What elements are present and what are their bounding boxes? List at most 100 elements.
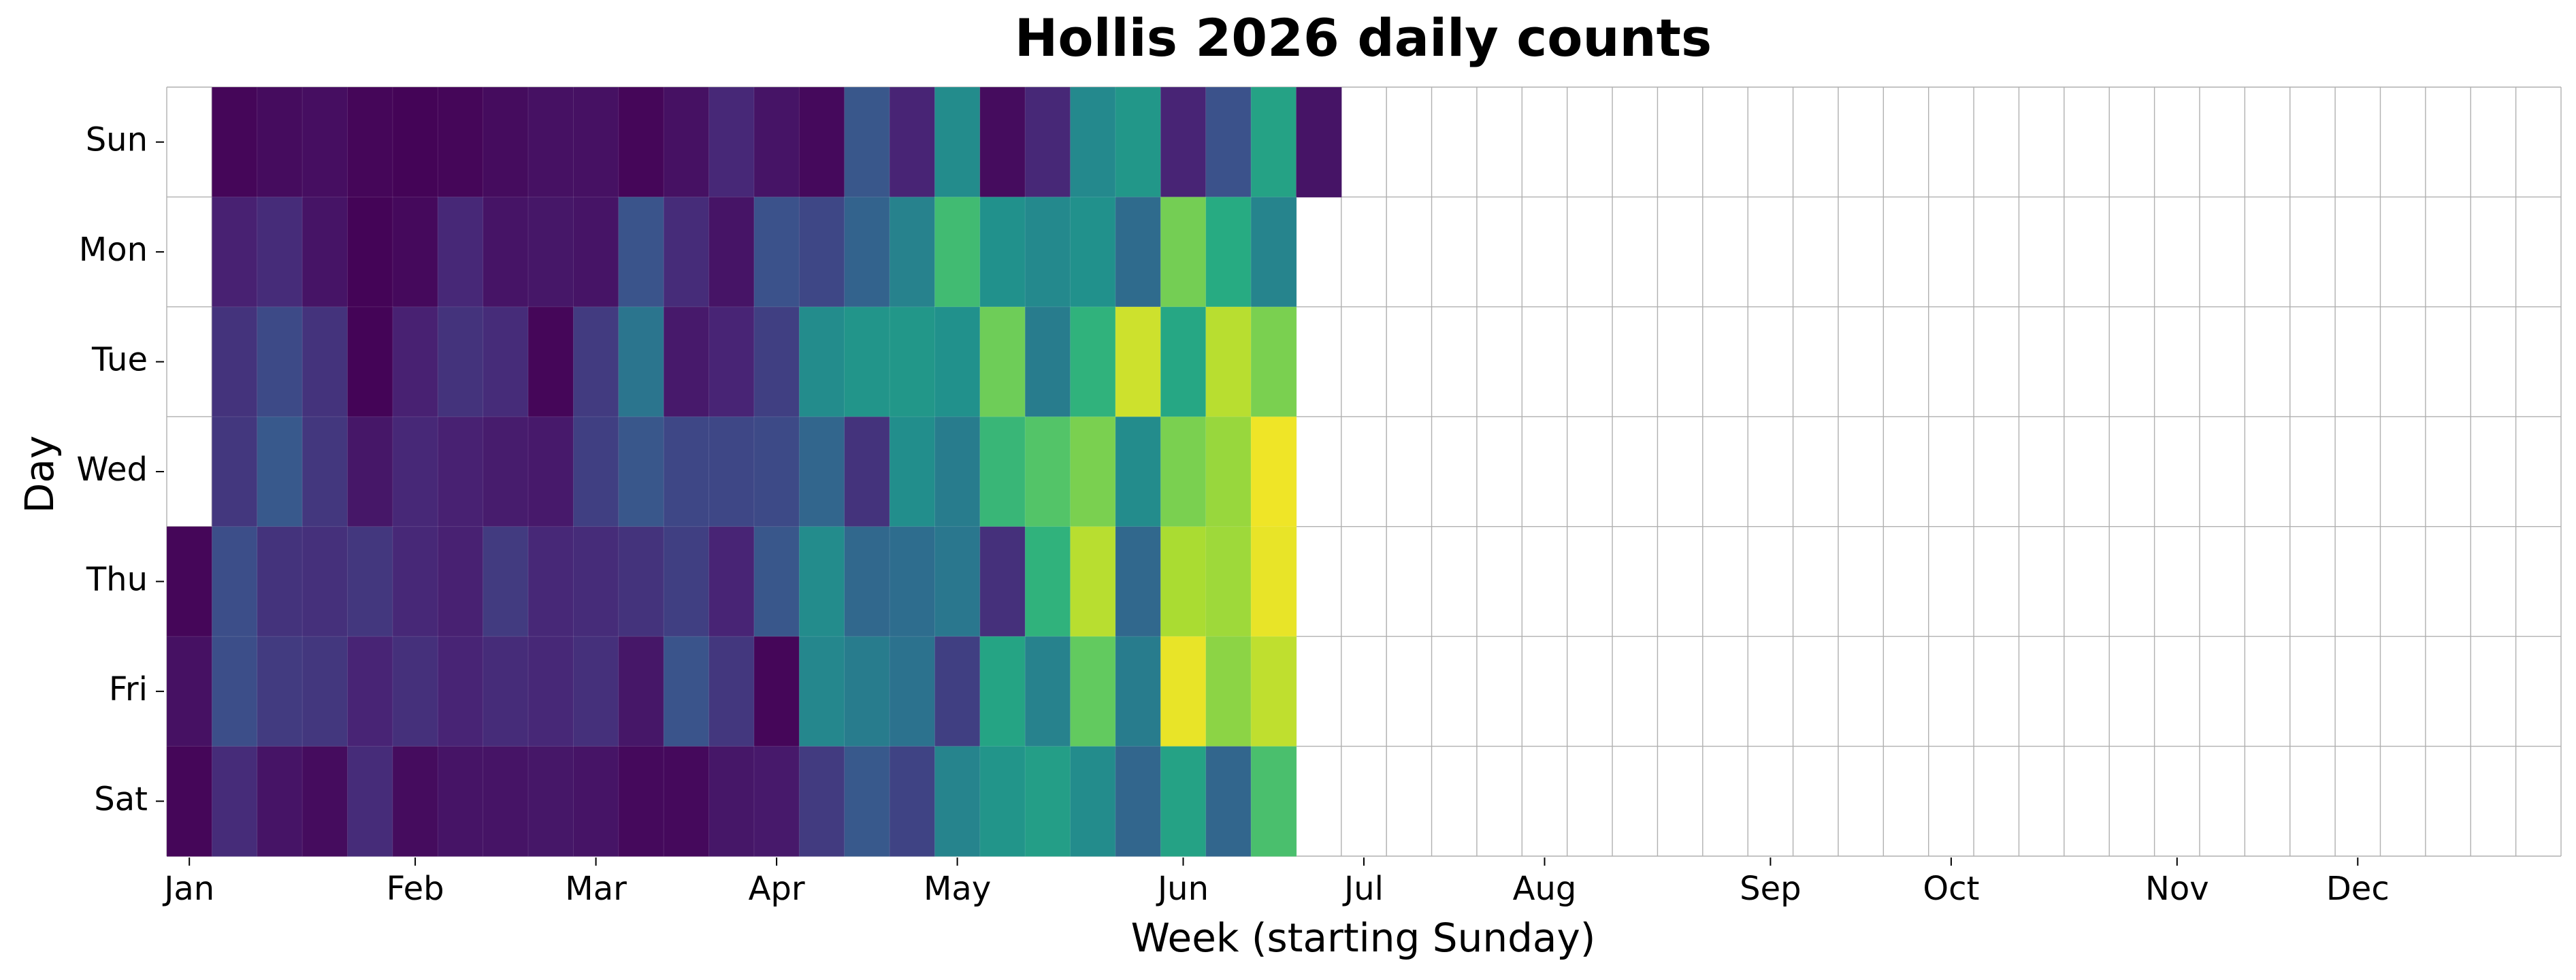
heatmap-cell	[211, 526, 258, 638]
heatmap-cell	[753, 416, 800, 527]
heatmap-cell	[483, 306, 529, 418]
chart-title: Hollis 2026 daily counts	[1015, 7, 1712, 68]
heatmap-cell	[483, 197, 529, 308]
heatmap-cell	[798, 416, 845, 527]
heatmap-cell	[979, 416, 1026, 527]
heatmap-cell	[301, 86, 348, 198]
heatmap-cell	[301, 636, 348, 747]
heatmap-cell	[979, 86, 1026, 198]
heatmap-cell	[1070, 746, 1116, 857]
heatmap-cell	[934, 306, 981, 418]
y-axis-label: Day	[16, 436, 63, 514]
heatmap-cell	[1205, 746, 1252, 857]
heatmap-cell	[798, 636, 845, 747]
x-tick-label: May	[924, 870, 991, 908]
heatmap-cell	[301, 416, 348, 527]
x-tick-label: Jul	[1342, 870, 1384, 908]
heatmap-cell	[527, 86, 574, 198]
heatmap-cell	[708, 416, 755, 527]
heatmap-cell	[527, 636, 574, 747]
heatmap-cell	[663, 306, 710, 418]
heatmap-cell	[347, 197, 393, 308]
heatmap-cell	[1070, 636, 1116, 747]
heatmap-cell	[1250, 306, 1297, 418]
y-tick-label: Tue	[91, 341, 148, 379]
heatmap-cell	[979, 636, 1026, 747]
heatmap-cell	[301, 197, 348, 308]
heatmap-cell	[1024, 197, 1071, 308]
heatmap-cell	[257, 746, 304, 857]
x-tick-label: Nov	[2145, 870, 2209, 908]
heatmap-cell	[1070, 306, 1116, 418]
heatmap-cell	[1070, 416, 1116, 527]
heatmap-cell	[844, 416, 891, 527]
heatmap-cell	[663, 746, 710, 857]
x-tick-label: Sep	[1740, 870, 1801, 908]
heatmap-cell	[211, 197, 258, 308]
heatmap-cell	[483, 526, 529, 638]
heatmap-cell	[1250, 526, 1297, 638]
heatmap-cell	[1024, 416, 1071, 527]
x-axis-label: Week (starting Sunday)	[1131, 915, 1596, 961]
heatmap-cell	[257, 416, 304, 527]
heatmap-cell	[844, 526, 891, 638]
heatmap-cell	[572, 746, 619, 857]
x-tick-label: Aug	[1513, 870, 1577, 908]
heatmap-cell	[1115, 86, 1162, 198]
heatmap-cell	[1024, 86, 1071, 198]
y-tick-labels: Sun Mon Tue Wed Thu Fri Sat	[76, 121, 164, 818]
heatmap-cell	[437, 746, 484, 857]
heatmap-cell	[211, 746, 258, 857]
heatmap-cell	[979, 746, 1026, 857]
heatmap-cell	[1250, 746, 1297, 857]
heatmap-cell	[663, 416, 710, 527]
heatmap-cell	[1024, 636, 1071, 747]
x-tick-label: Jun	[1156, 870, 1209, 908]
heatmap-cell	[934, 526, 981, 638]
heatmap-cell	[257, 306, 304, 418]
heatmap-cell	[1205, 416, 1252, 527]
y-tick-label: Thu	[86, 560, 148, 598]
heatmap-cell	[708, 306, 755, 418]
heatmap-cell	[708, 746, 755, 857]
heatmap-cell	[483, 636, 529, 747]
x-tick-label: Dec	[2326, 870, 2390, 908]
heatmap-cell	[301, 306, 348, 418]
heatmap-cell	[1024, 526, 1071, 638]
heatmap-cell	[211, 416, 258, 527]
heatmap-cell	[1115, 746, 1162, 857]
heatmap-cell	[347, 86, 393, 198]
heatmap-cell	[979, 306, 1026, 418]
heatmap-cell	[1115, 636, 1162, 747]
heatmap-cell	[979, 526, 1026, 638]
heatmap-cell	[527, 197, 574, 308]
heatmap-cell	[889, 636, 936, 747]
heatmap-cell	[347, 306, 393, 418]
heatmap-cell	[572, 306, 619, 418]
heatmap-cell	[1070, 197, 1116, 308]
heatmap-cell	[437, 197, 484, 308]
heatmap-cell	[392, 746, 439, 857]
heatmap-cell	[618, 86, 665, 198]
heatmap-cell	[1115, 197, 1162, 308]
heatmap-cell	[844, 306, 891, 418]
y-tick-label: Sat	[94, 780, 148, 818]
heatmap-cell	[392, 636, 439, 747]
y-tick-label: Wed	[76, 451, 148, 489]
heatmap-cell	[211, 86, 258, 198]
heatmap-cell	[889, 306, 936, 418]
heatmap-cell	[798, 197, 845, 308]
heatmap-cell	[483, 86, 529, 198]
heatmap-cell	[1205, 197, 1252, 308]
heatmap-cell	[572, 416, 619, 527]
heatmap-cell	[527, 746, 574, 857]
heatmap-cell	[437, 416, 484, 527]
heatmap-cell	[1160, 197, 1207, 308]
heatmap-cell	[572, 526, 619, 638]
heatmap-cell	[753, 636, 800, 747]
heatmap-cell	[934, 746, 981, 857]
heatmap-cell	[1160, 636, 1207, 747]
heatmap-cell	[753, 197, 800, 308]
heatmap-cell	[257, 526, 304, 638]
